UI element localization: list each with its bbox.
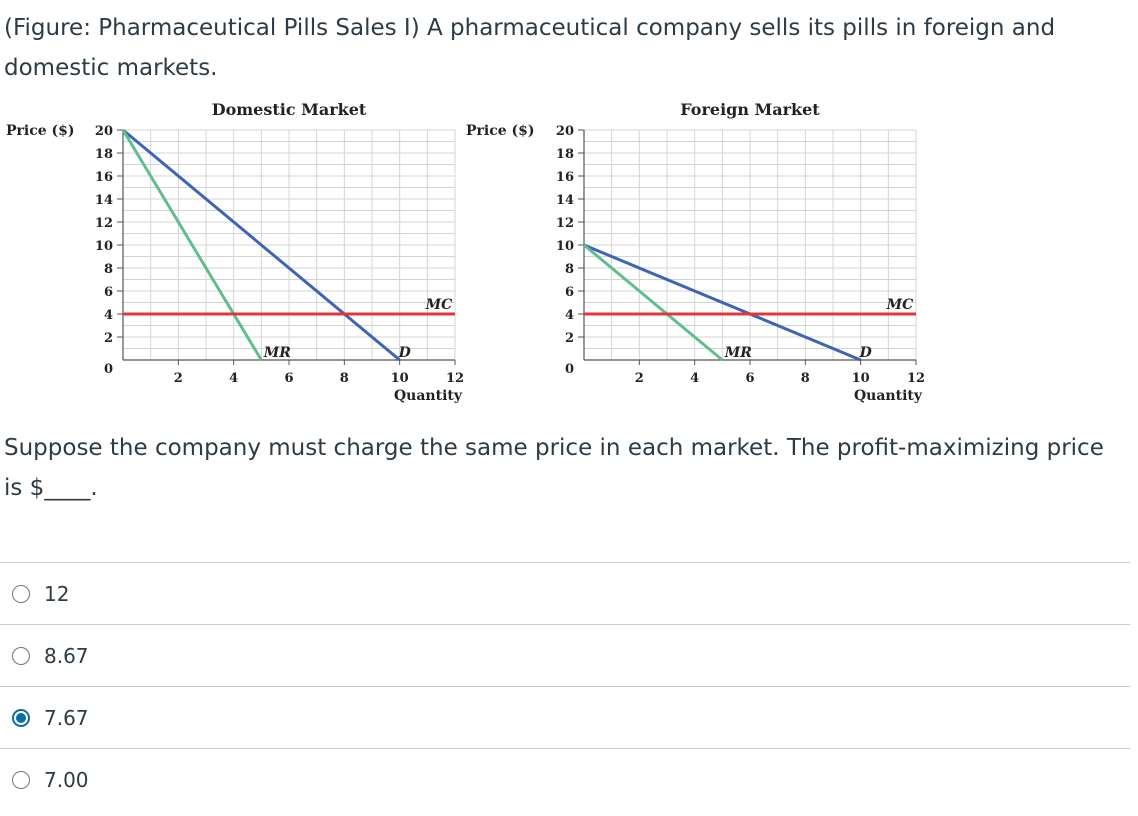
y-axis-label: Price ($) (6, 123, 75, 139)
x-tick-label: 8 (340, 371, 349, 386)
y-tick-label: 2 (565, 331, 574, 346)
series-label-mc: MC (886, 297, 914, 313)
y-tick-label: 18 (95, 147, 113, 162)
y-tick-label: 12 (95, 216, 113, 231)
y-tick-label: 20 (556, 124, 574, 139)
series-label-d: D (398, 345, 412, 361)
x-tick-label: 8 (801, 371, 810, 386)
y-tick-label: 6 (104, 285, 113, 300)
series-label-mr: MR (263, 345, 291, 361)
y-tick-label: 8 (104, 262, 113, 277)
series-label-d: D (859, 345, 873, 361)
y-axis-label: Price ($) (466, 123, 535, 139)
series-label-mc: MC (425, 297, 453, 313)
chart-1: Foreign Market Price ($) 2 4 6 8 10 12 14 16 18 20 0… (466, 100, 925, 404)
y-tick-label: 10 (556, 239, 574, 254)
x-tick-label: 2 (174, 371, 183, 386)
y-tick-label: 16 (95, 170, 113, 185)
y-tick-label: 20 (95, 124, 113, 139)
series-label-mr: MR (724, 345, 752, 361)
answer-option[interactable]: 12 (0, 562, 1130, 624)
x-tick-label: 2 (635, 371, 644, 386)
answer-options: 12 8.67 7.67 7.00 (0, 562, 1130, 810)
question-text: Suppose the company must charge the same… (4, 435, 1104, 501)
y-tick-label: 4 (565, 308, 574, 323)
chart-title: Domestic Market (212, 100, 367, 119)
answer-option-label: 8.67 (44, 643, 89, 668)
y-tick-label: 8 (565, 262, 574, 277)
x-tick-label: 4 (229, 371, 238, 386)
answer-option-label: 7.00 (44, 767, 89, 792)
answer-option[interactable]: 8.67 (0, 624, 1130, 686)
x-tick-label: 10 (852, 371, 870, 386)
answer-option-label: 12 (44, 581, 70, 606)
radio-button[interactable] (12, 584, 30, 603)
x-tick-label: 4 (690, 371, 699, 386)
series-line-d (583, 243, 862, 362)
answer-option-label: 7.67 (44, 705, 89, 730)
series-line-d (122, 128, 401, 362)
answer-option[interactable]: 7.00 (0, 748, 1130, 810)
answer-option[interactable]: 7.67 (0, 686, 1130, 748)
x-tick-label: 10 (391, 371, 409, 386)
series-line-mr (583, 243, 724, 362)
y-tick-label: 6 (565, 285, 574, 300)
y-tick-label: 14 (556, 193, 574, 208)
y-tick-label: 16 (556, 170, 574, 185)
y-tick-label: 12 (556, 216, 574, 231)
series-line-mr (121, 129, 263, 361)
x-tick-label: 12 (907, 371, 925, 386)
y-tick-label: 18 (556, 147, 574, 162)
y-tick-label: 2 (104, 331, 113, 346)
origin-label: 0 (565, 362, 574, 377)
x-tick-label: 6 (284, 371, 293, 386)
radio-button[interactable] (12, 646, 30, 665)
origin-label: 0 (104, 362, 113, 377)
x-tick-label: 6 (745, 371, 754, 386)
x-axis-label: Quantity (854, 388, 923, 404)
x-tick-label: 12 (446, 371, 464, 386)
radio-button[interactable] (12, 770, 30, 789)
x-axis-label: Quantity (394, 388, 463, 404)
y-tick-label: 14 (95, 193, 113, 208)
y-tick-label: 4 (104, 308, 113, 323)
chart-title: Foreign Market (680, 100, 820, 119)
figure-intro-text: (Figure: Pharmaceutical Pills Sales I) A… (4, 15, 1056, 81)
y-tick-label: 10 (95, 239, 113, 254)
radio-button[interactable] (12, 708, 30, 727)
